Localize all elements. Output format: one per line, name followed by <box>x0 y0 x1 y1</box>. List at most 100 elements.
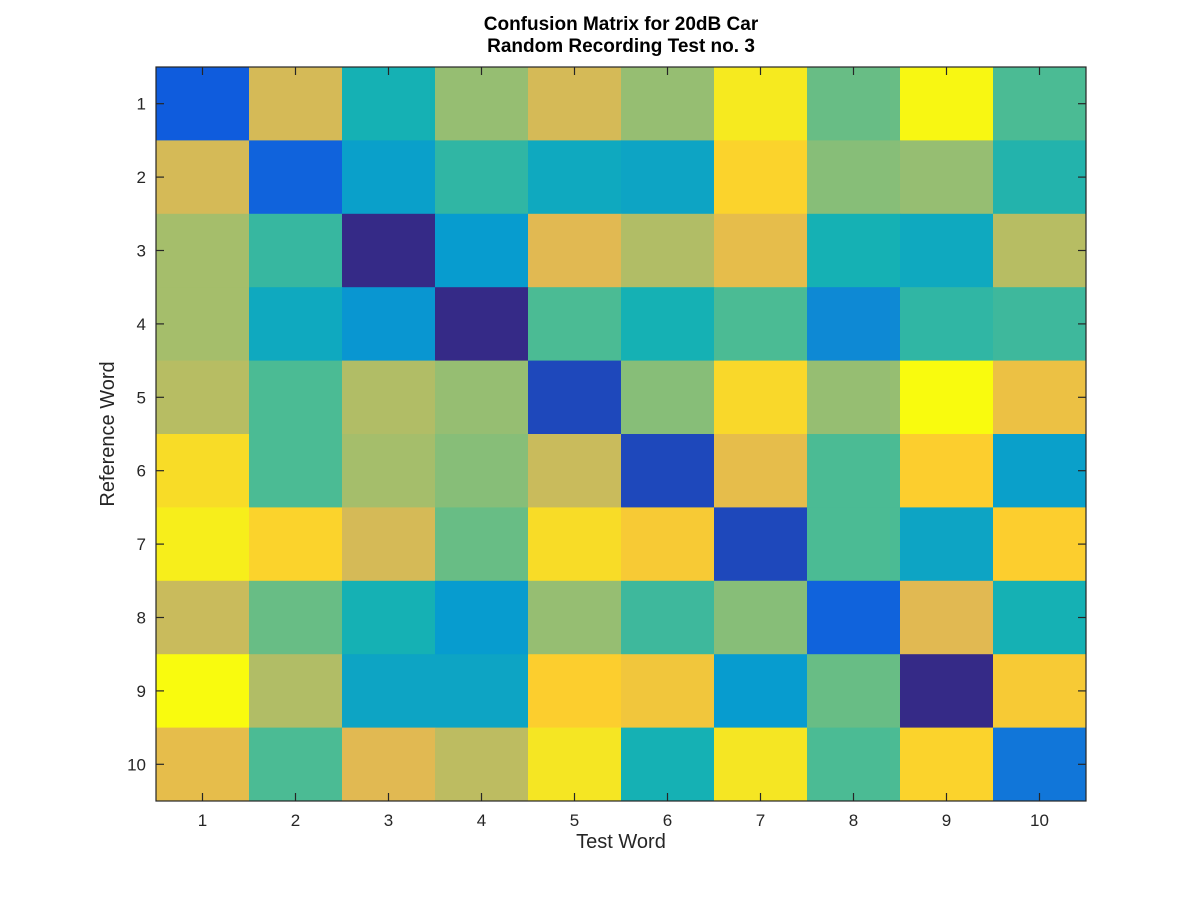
y-tick-label-9: 9 <box>137 682 146 701</box>
heatmap-cell-r9-c10 <box>993 654 1087 729</box>
heatmap-cell-r8-c4 <box>435 580 529 655</box>
heatmap-cell-r8-c3 <box>342 580 436 655</box>
heatmap-cell-r7-c7 <box>714 507 808 582</box>
heatmap-cell-r9-c2 <box>249 654 343 729</box>
axes-frame <box>155 66 1087 802</box>
heatmap-cell-r3-c2 <box>249 213 343 288</box>
heatmap-cell-r4-c4 <box>435 287 529 362</box>
heatmap-cell-r1-c9 <box>900 67 994 141</box>
heatmap-cell-r7-c9 <box>900 507 994 582</box>
heatmap-cell-r5-c3 <box>342 360 436 435</box>
heatmap-cell-r3-c5 <box>528 213 622 288</box>
heatmap-cell-r7-c5 <box>528 507 622 582</box>
x-tick-labels: 1 2 3 4 5 6 7 8 9 10 <box>198 811 1049 830</box>
heatmap-cell-r7-c4 <box>435 507 529 582</box>
heatmap-cell-r10-c7 <box>714 727 808 802</box>
heatmap-cell-r6-c3 <box>342 434 436 508</box>
heatmap-cell-r2-c7 <box>714 140 808 215</box>
heatmap-cell-r4-c10 <box>993 287 1087 362</box>
heatmap-cell-r10-c9 <box>900 727 994 802</box>
heatmap-cell-r8-c6 <box>621 580 715 655</box>
chart-title-line-2: Random Recording Test no. 3 <box>487 36 755 57</box>
x-tick-label-2: 2 <box>291 811 300 830</box>
heatmap-cells <box>156 67 1087 802</box>
heatmap-cell-r3-c1 <box>156 213 250 288</box>
heatmap-cell-r1-c5 <box>528 67 622 141</box>
x-tick-label-6: 6 <box>663 811 672 830</box>
heatmap-cell-r8-c1 <box>156 580 250 655</box>
x-tick-label-9: 9 <box>942 811 951 830</box>
heatmap-cell-r6-c6 <box>621 434 715 508</box>
heatmap-cell-r9-c4 <box>435 654 529 729</box>
heatmap-cell-r3-c10 <box>993 213 1087 288</box>
heatmap-cell-r10-c8 <box>807 727 901 802</box>
y-tick-label-6: 6 <box>137 462 146 481</box>
heatmap-cell-r10-c6 <box>621 727 715 802</box>
heatmap-cell-r6-c10 <box>993 434 1087 508</box>
heatmap-cell-r1-c6 <box>621 67 715 141</box>
heatmap-cell-r8-c7 <box>714 580 808 655</box>
y-tick-label-1: 1 <box>137 95 146 114</box>
heatmap-cell-r6-c9 <box>900 434 994 508</box>
heatmap-cell-r5-c6 <box>621 360 715 435</box>
heatmap-cell-r9-c1 <box>156 654 250 729</box>
heatmap-cell-r6-c4 <box>435 434 529 508</box>
x-tick-label-7: 7 <box>756 811 765 830</box>
heatmap-cell-r2-c5 <box>528 140 622 215</box>
heatmap-cell-r2-c1 <box>156 140 250 215</box>
x-tick-label-10: 10 <box>1030 811 1049 830</box>
heatmap-cell-r7-c8 <box>807 507 901 582</box>
heatmap-cell-r7-c2 <box>249 507 343 582</box>
x-tick-label-1: 1 <box>198 811 207 830</box>
heatmap-cell-r4-c1 <box>156 287 250 362</box>
heatmap-cell-r9-c8 <box>807 654 901 729</box>
y-tick-label-8: 8 <box>137 609 146 628</box>
heatmap-cell-r2-c8 <box>807 140 901 215</box>
heatmap-cell-r5-c1 <box>156 360 250 435</box>
heatmap-cell-r1-c10 <box>993 67 1087 141</box>
y-tick-label-2: 2 <box>137 168 146 187</box>
heatmap-cell-r4-c8 <box>807 287 901 362</box>
heatmap-cell-r8-c2 <box>249 580 343 655</box>
heatmap-cell-r2-c10 <box>993 140 1087 215</box>
heatmap-cell-r5-c5 <box>528 360 622 435</box>
heatmap-cell-r5-c10 <box>993 360 1087 435</box>
heatmap-cell-r8-c9 <box>900 580 994 655</box>
y-tick-label-4: 4 <box>137 315 146 334</box>
y-tick-label-3: 3 <box>137 242 146 261</box>
y-tick-label-10: 10 <box>127 755 146 774</box>
x-tick-label-5: 5 <box>570 811 579 830</box>
heatmap-cell-r4-c6 <box>621 287 715 362</box>
heatmap-cell-r7-c3 <box>342 507 436 582</box>
heatmap-cell-r4-c5 <box>528 287 622 362</box>
x-tick-label-8: 8 <box>849 811 858 830</box>
heatmap-cell-r9-c7 <box>714 654 808 729</box>
heatmap-cell-r2-c3 <box>342 140 436 215</box>
heatmap-cell-r9-c6 <box>621 654 715 729</box>
heatmap-cell-r7-c1 <box>156 507 250 582</box>
heatmap-cell-r1-c1 <box>156 67 250 141</box>
heatmap-cell-r5-c2 <box>249 360 343 435</box>
heatmap-cell-r2-c6 <box>621 140 715 215</box>
heatmap-cell-r10-c10 <box>993 727 1087 802</box>
heatmap-cell-r3-c9 <box>900 213 994 288</box>
heatmap-cell-r3-c3 <box>342 213 436 288</box>
heatmap-cell-r6-c1 <box>156 434 250 508</box>
chart-title-line-1: Confusion Matrix for 20dB Car <box>484 14 759 35</box>
x-tick-label-4: 4 <box>477 811 486 830</box>
heatmap-cell-r1-c4 <box>435 67 529 141</box>
y-tick-labels: 1 2 3 4 5 6 7 8 9 10 <box>127 95 146 775</box>
heatmap-cell-r6-c5 <box>528 434 622 508</box>
heatmap-cell-r8-c10 <box>993 580 1087 655</box>
y-tick-label-7: 7 <box>137 535 146 554</box>
heatmap-cell-r5-c7 <box>714 360 808 435</box>
heatmap-cell-r6-c8 <box>807 434 901 508</box>
heatmap-cell-r9-c3 <box>342 654 436 729</box>
heatmap-cell-r3-c4 <box>435 213 529 288</box>
heatmap-cell-r8-c5 <box>528 580 622 655</box>
heatmap-cell-r5-c8 <box>807 360 901 435</box>
heatmap-cell-r3-c6 <box>621 213 715 288</box>
heatmap-cell-r5-c9 <box>900 360 994 435</box>
